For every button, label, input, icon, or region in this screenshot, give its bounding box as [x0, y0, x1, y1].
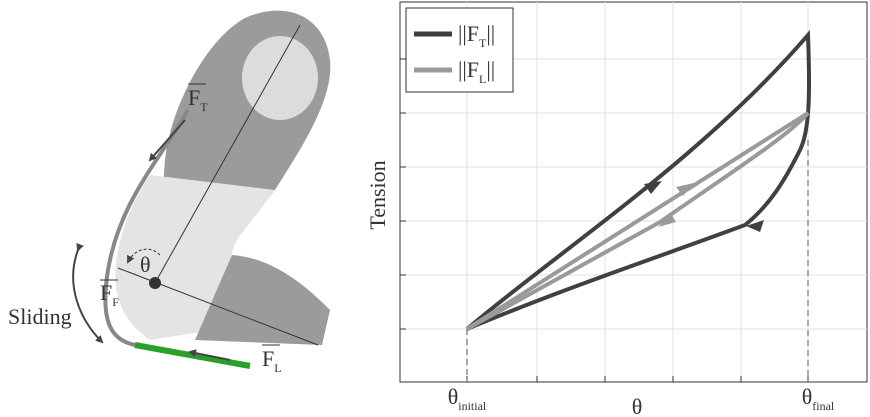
legend-text: || [486, 57, 495, 82]
legend-text: L [479, 72, 486, 86]
contact-region [135, 345, 250, 366]
joint-center [149, 277, 161, 289]
force-label: FL [262, 346, 282, 375]
x-tick-label: θfinal [802, 384, 835, 413]
legend-text: ||F [458, 57, 479, 82]
page: {"diagram": { "labels": { "tendon_force"… [0, 0, 870, 417]
angle-label: θ [140, 252, 151, 277]
legend-text: ||F [458, 21, 479, 46]
legend-label: ||FT|| [458, 21, 495, 50]
x-tick-label: θinitial [448, 384, 487, 413]
figure: FT θ FF Sliding FL ||FT||||FL|| [0, 0, 870, 417]
legend-label: ||FL|| [458, 57, 495, 86]
x-axis-label: θ [632, 394, 643, 417]
sliding-label: Sliding [8, 304, 72, 329]
y-axis-label: Tension [365, 160, 390, 229]
sliding-arrow [73, 250, 102, 342]
legend-text: || [486, 21, 495, 46]
finger-diagram: FT θ FF Sliding FL [8, 11, 330, 375]
tension-plot: ||FT||||FL|| Tension θ θinitial θfinal [365, 2, 867, 417]
